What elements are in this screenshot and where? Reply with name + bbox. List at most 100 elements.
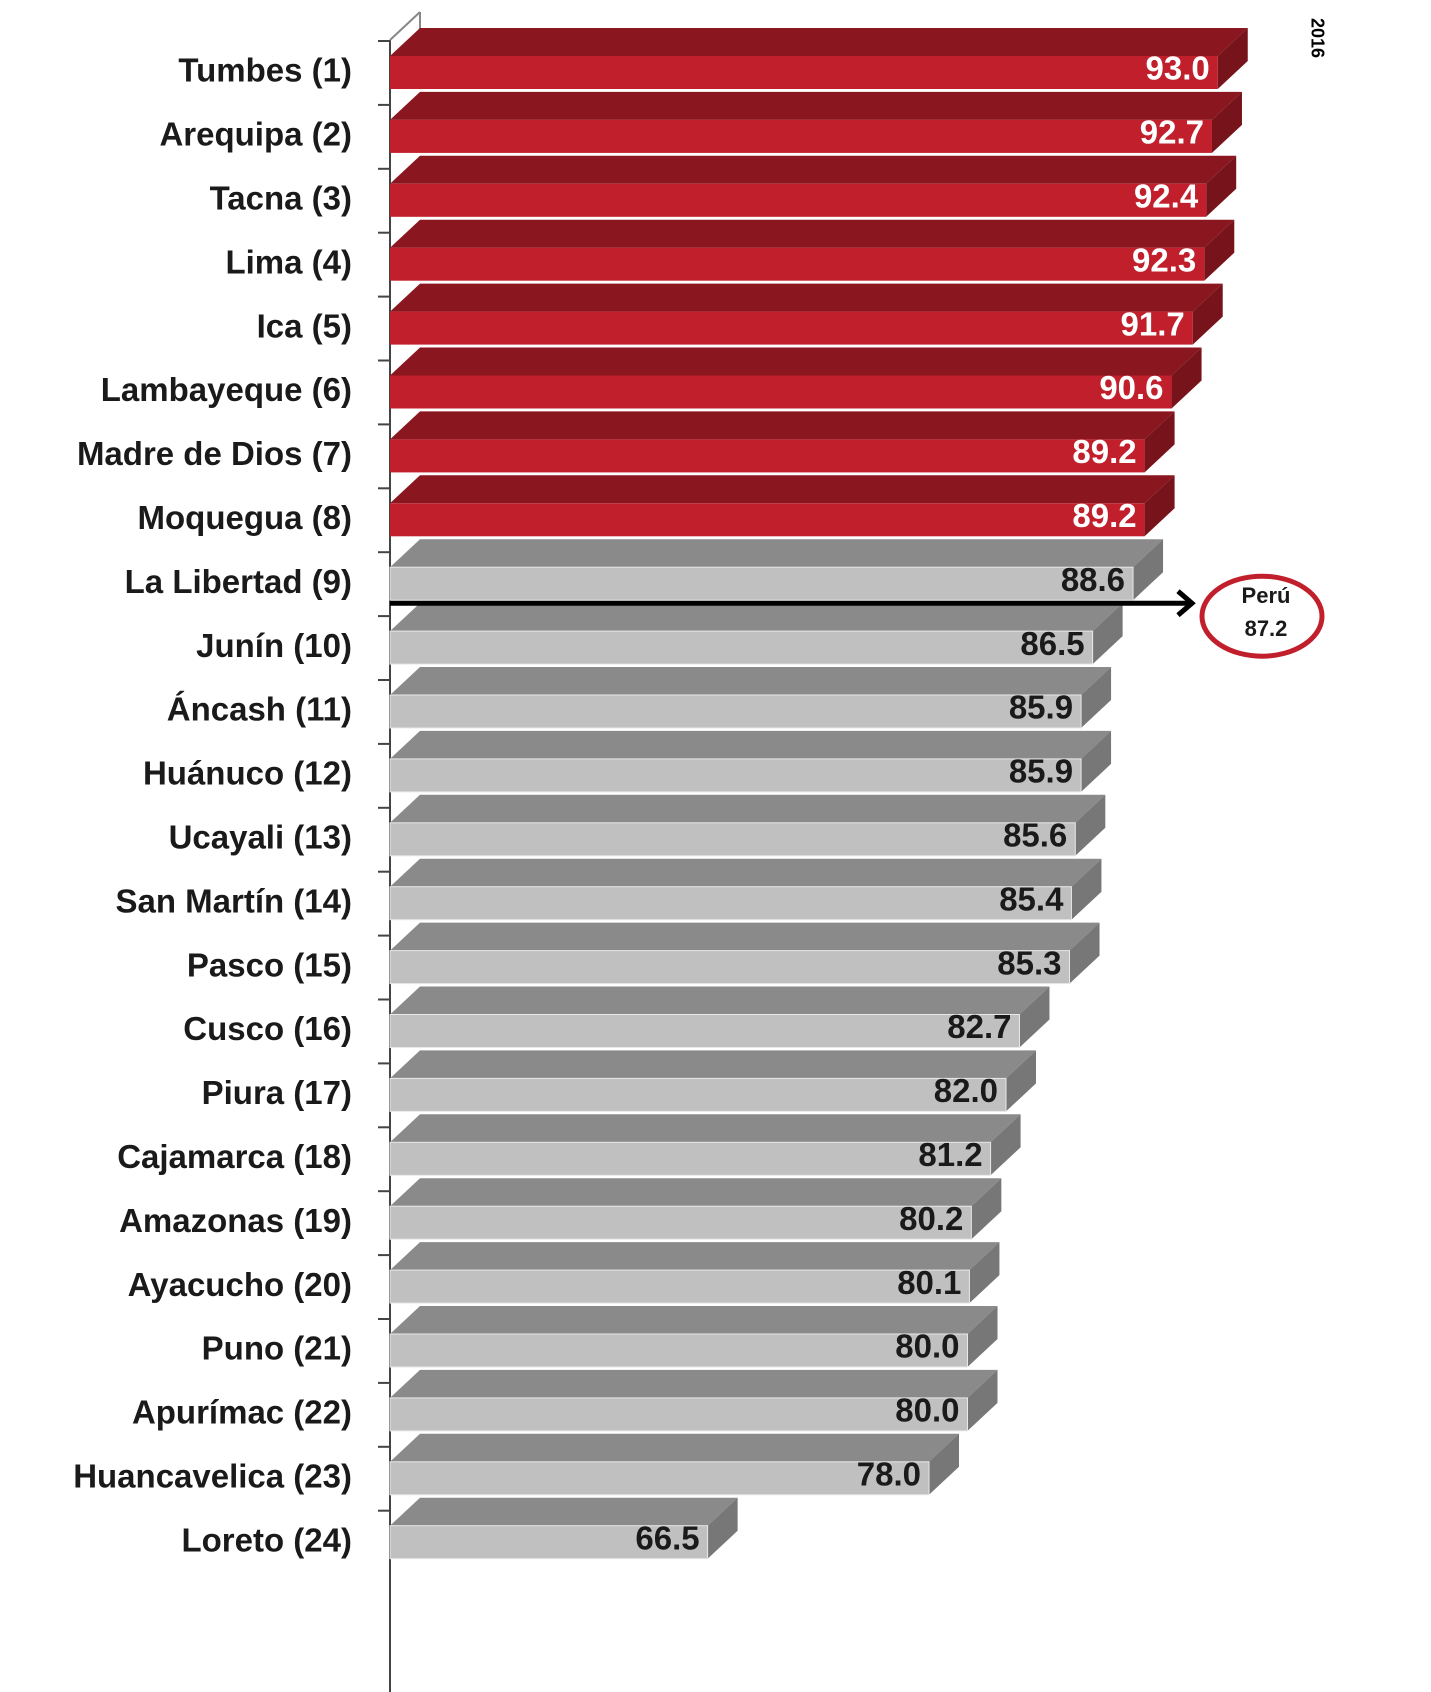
bar-top [390, 986, 1050, 1015]
value-label: 85.9 [1009, 689, 1073, 726]
category-label: Ica (5) [257, 307, 352, 344]
value-label: 81.2 [918, 1136, 982, 1173]
bar-side [1211, 91, 1242, 153]
category-label: Lambayeque (6) [101, 371, 352, 408]
category-label: Apurímac (22) [132, 1394, 352, 1431]
bar-top [390, 1178, 1002, 1207]
bar-top [390, 1242, 1000, 1271]
bar-side [1071, 858, 1102, 920]
bar [389, 758, 1082, 793]
bar-side [1069, 922, 1100, 984]
bar [389, 1525, 709, 1560]
bar-top [390, 922, 1100, 951]
bar [389, 566, 1134, 601]
bar-side [1217, 28, 1248, 89]
bar [389, 1461, 930, 1496]
value-label: 80.1 [897, 1264, 961, 1301]
category-label: La Libertad (9) [125, 563, 352, 600]
bar [389, 886, 1072, 921]
category-label: Pasco (15) [187, 946, 352, 983]
bar [389, 1141, 992, 1176]
reference-value: 87.2 [1245, 616, 1288, 641]
bar-top [390, 347, 1202, 376]
bar-top [390, 219, 1235, 248]
bar [390, 503, 1145, 537]
category-label: Ucayali (13) [169, 819, 352, 856]
axis-depth [389, 11, 421, 41]
value-label: 78.0 [857, 1456, 921, 1493]
value-label: 66.5 [635, 1519, 699, 1556]
category-label: Cajamarca (18) [117, 1138, 352, 1175]
reference-ellipse [1199, 573, 1325, 659]
bar [389, 822, 1076, 857]
category-label: San Martín (14) [115, 882, 352, 919]
bar [389, 950, 1071, 985]
category-label: Áncash (11) [167, 691, 352, 728]
bar-side [1092, 603, 1123, 665]
bar-side [707, 1497, 738, 1559]
category-label: Cusco (16) [183, 1010, 352, 1047]
bar-side [1019, 986, 1050, 1048]
bar-top [390, 283, 1223, 312]
bar-side [1192, 283, 1223, 345]
bar-top [390, 1497, 738, 1526]
bar-side [1133, 539, 1164, 601]
bar-top [390, 667, 1112, 695]
category-label: Huánuco (12) [143, 755, 352, 792]
value-label: 88.6 [1061, 561, 1125, 598]
reference-label: Perú [1242, 583, 1291, 608]
bar-side [969, 1242, 1000, 1304]
bar-top [390, 1114, 1021, 1143]
bar-top [390, 730, 1112, 759]
value-label: 85.4 [999, 880, 1064, 917]
bar-side [1081, 667, 1112, 728]
bar-side [1006, 1050, 1036, 1112]
bar-side [1081, 730, 1112, 792]
bar [390, 247, 1205, 281]
bar-top [390, 91, 1242, 120]
bar [390, 183, 1207, 217]
bar-side [971, 1178, 1002, 1240]
bar-top [390, 1306, 998, 1334]
category-label: Lima (4) [225, 243, 352, 280]
category-label: Huancavelica (23) [73, 1458, 352, 1495]
category-label: Loreto (24) [181, 1521, 352, 1558]
value-label: 86.5 [1020, 625, 1084, 662]
bar-side [1075, 794, 1106, 856]
bar-side [967, 1369, 998, 1431]
value-label: 85.6 [1003, 817, 1067, 854]
category-label: Tumbes (1) [178, 52, 352, 89]
bar [389, 1397, 968, 1432]
bar [389, 1269, 970, 1304]
bar-top [390, 603, 1123, 632]
value-label: 92.7 [1140, 114, 1204, 151]
value-label: 91.7 [1120, 305, 1184, 342]
bar-top [390, 475, 1175, 504]
bar-side [1144, 475, 1175, 537]
bar-top [390, 539, 1164, 568]
category-label: Junín (10) [196, 627, 352, 664]
bar [389, 630, 1094, 665]
bar-top [390, 1369, 998, 1398]
value-label: 85.3 [997, 944, 1061, 981]
value-label: 82.0 [934, 1072, 998, 1109]
bar [389, 1077, 1007, 1112]
bar [390, 119, 1212, 153]
bar [390, 375, 1172, 409]
bar-side [929, 1433, 959, 1495]
bar-top [390, 28, 1248, 56]
bar [389, 1014, 1020, 1048]
value-label: 89.2 [1072, 433, 1136, 470]
value-label: 80.0 [895, 1328, 959, 1365]
value-label: 89.2 [1072, 497, 1136, 534]
value-label: 80.2 [899, 1200, 963, 1237]
bar-side [1144, 411, 1175, 473]
bar [389, 1205, 972, 1240]
bar-top [390, 858, 1102, 887]
value-label: 92.3 [1132, 241, 1196, 278]
category-label: Piura (17) [202, 1074, 352, 1111]
bar [389, 1333, 968, 1368]
bar [390, 439, 1145, 473]
category-label: Arequipa (2) [159, 116, 352, 153]
